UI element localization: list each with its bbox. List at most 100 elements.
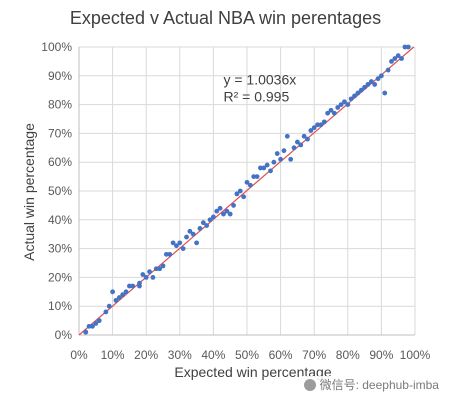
data-point bbox=[389, 59, 394, 64]
data-point bbox=[143, 275, 149, 280]
data-point bbox=[379, 73, 384, 79]
data-point bbox=[264, 162, 270, 168]
data-point bbox=[214, 208, 220, 214]
data-point bbox=[180, 246, 186, 252]
y-tick-label: 50% bbox=[48, 184, 72, 198]
data-point bbox=[278, 156, 283, 162]
data-point bbox=[368, 79, 374, 84]
data-point bbox=[194, 240, 200, 246]
data-point bbox=[103, 309, 109, 315]
data-point bbox=[211, 214, 216, 220]
data-point bbox=[187, 228, 193, 234]
data-point bbox=[375, 76, 381, 82]
data-point bbox=[288, 156, 294, 162]
data-point bbox=[130, 283, 136, 289]
data-point bbox=[331, 110, 337, 116]
r-squared-label: R² = 0.995 bbox=[223, 89, 289, 105]
data-point bbox=[315, 122, 320, 128]
data-point bbox=[372, 82, 378, 87]
data-point bbox=[150, 275, 156, 280]
data-point bbox=[251, 174, 257, 180]
data-point bbox=[231, 203, 236, 208]
data-point bbox=[358, 87, 364, 93]
data-point bbox=[157, 266, 163, 272]
data-point bbox=[395, 53, 401, 59]
data-point bbox=[204, 223, 210, 228]
y-tick-label: 0% bbox=[55, 328, 73, 342]
data-point bbox=[305, 136, 310, 142]
data-point bbox=[362, 84, 367, 90]
data-point bbox=[167, 251, 173, 257]
watermark: 微信号: deephub-imba bbox=[301, 376, 441, 393]
data-point bbox=[163, 251, 169, 257]
data-point bbox=[110, 289, 115, 295]
data-point bbox=[237, 188, 243, 194]
data-point bbox=[120, 292, 126, 298]
data-point bbox=[254, 174, 260, 180]
data-point bbox=[399, 56, 404, 61]
x-tick-label: 40% bbox=[201, 348, 225, 362]
data-point bbox=[355, 90, 361, 96]
x-tick-label: 100% bbox=[400, 348, 431, 362]
data-point bbox=[90, 323, 95, 329]
data-point bbox=[325, 110, 331, 116]
y-tick-label: 80% bbox=[48, 98, 72, 112]
data-point bbox=[308, 128, 314, 133]
data-point bbox=[335, 105, 341, 110]
data-point bbox=[86, 323, 92, 329]
data-point bbox=[96, 318, 102, 323]
data-point bbox=[301, 133, 307, 139]
data-point bbox=[207, 217, 213, 223]
data-point bbox=[137, 280, 142, 286]
x-tick-label: 90% bbox=[369, 348, 393, 362]
data-point bbox=[247, 182, 253, 188]
x-tick-label: 80% bbox=[336, 348, 360, 362]
y-tick-label: 70% bbox=[48, 126, 72, 140]
data-point bbox=[392, 56, 398, 61]
data-point bbox=[116, 295, 122, 300]
data-point bbox=[190, 231, 196, 237]
wechat-icon bbox=[303, 378, 316, 391]
data-point bbox=[177, 240, 183, 246]
trendline-equation: y = 1.0036x bbox=[223, 71, 296, 87]
data-point bbox=[126, 283, 132, 289]
data-point bbox=[321, 119, 327, 125]
data-point bbox=[244, 179, 250, 185]
data-point bbox=[217, 205, 223, 211]
data-point bbox=[328, 107, 334, 113]
watermark-text: 微信号: deephub-imba bbox=[319, 378, 439, 392]
data-point bbox=[338, 102, 344, 107]
data-point bbox=[298, 142, 304, 148]
data-point bbox=[311, 125, 317, 131]
data-point bbox=[271, 159, 277, 165]
data-point bbox=[258, 165, 263, 171]
x-tick-label: 60% bbox=[269, 348, 293, 362]
data-point bbox=[83, 329, 89, 335]
data-point bbox=[284, 133, 290, 139]
data-point bbox=[352, 93, 357, 99]
data-point bbox=[197, 226, 203, 231]
data-point bbox=[274, 151, 280, 156]
data-point bbox=[345, 102, 351, 107]
data-point bbox=[160, 263, 166, 269]
y-tick-label: 90% bbox=[48, 69, 72, 83]
data-point bbox=[261, 165, 267, 171]
data-point bbox=[153, 266, 159, 272]
chart-title: Expected v Actual NBA win perentages bbox=[69, 8, 382, 28]
x-tick-label: 0% bbox=[70, 348, 88, 362]
data-point bbox=[268, 168, 273, 174]
x-tick-label: 20% bbox=[134, 348, 158, 362]
data-point bbox=[200, 220, 206, 226]
data-point bbox=[295, 139, 300, 145]
data-point bbox=[402, 44, 408, 50]
x-tick-label: 70% bbox=[302, 348, 326, 362]
data-point bbox=[291, 145, 297, 151]
data-point bbox=[348, 96, 354, 102]
y-axis-title: Actual win percentage bbox=[21, 123, 37, 261]
y-tick-label: 60% bbox=[48, 155, 72, 169]
data-point bbox=[93, 321, 99, 326]
x-tick-label: 50% bbox=[235, 348, 259, 362]
data-point bbox=[113, 298, 119, 303]
y-tick-label: 40% bbox=[48, 213, 72, 227]
